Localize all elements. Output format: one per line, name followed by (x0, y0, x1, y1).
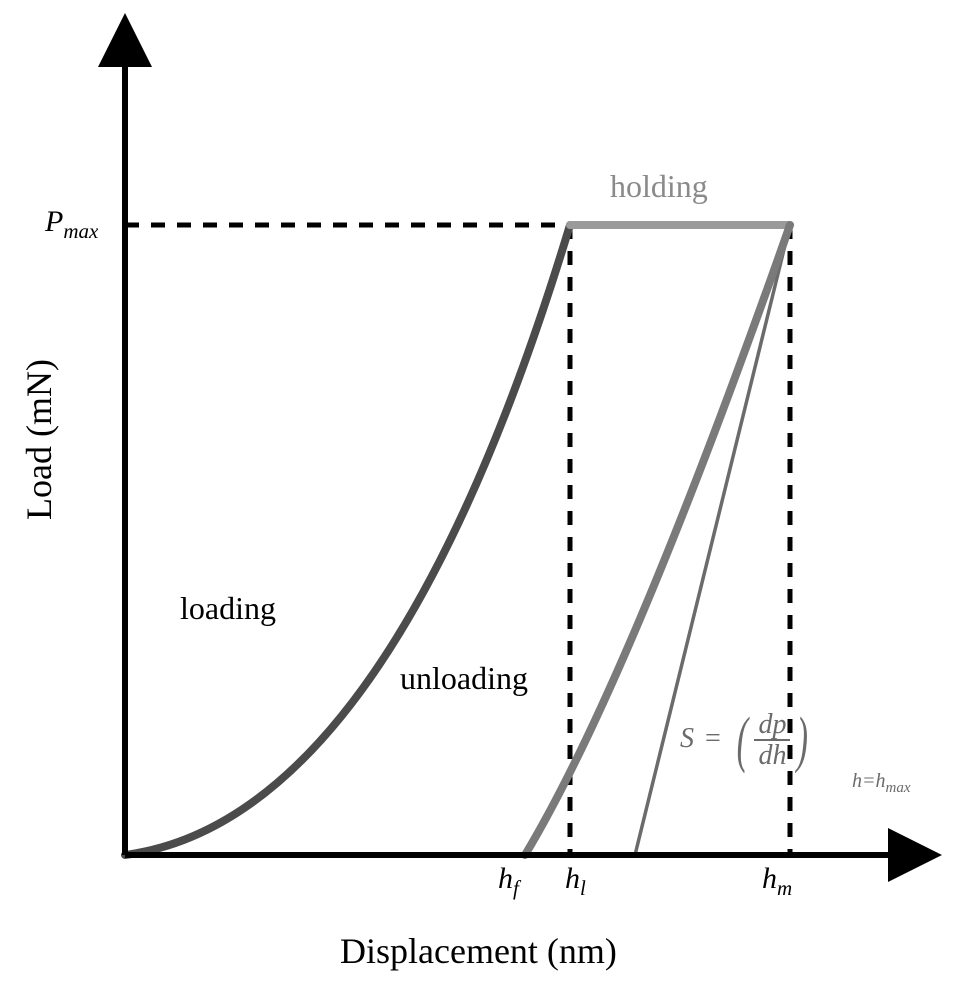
hf-tick-label: hf (498, 862, 519, 901)
unloading-label: unloading (400, 660, 528, 697)
loading-curve (125, 225, 570, 855)
chart-canvas: Load (mN) Displacement (nm) Pmax hf hl h… (0, 0, 970, 1000)
y-axis-label: Load (mN) (18, 359, 60, 520)
holding-label: holding (610, 168, 708, 205)
slope-equation-subscript: h=hmax (852, 770, 911, 797)
slope-equation: S = ( dp dh ) (680, 710, 813, 771)
hl-tick-label: hl (565, 862, 586, 901)
plot-svg (0, 0, 970, 1000)
loading-label: loading (180, 590, 276, 627)
hm-tick-label: hm (762, 862, 792, 901)
pmax-tick-label: Pmax (45, 205, 98, 244)
x-axis-label: Displacement (nm) (340, 930, 617, 972)
